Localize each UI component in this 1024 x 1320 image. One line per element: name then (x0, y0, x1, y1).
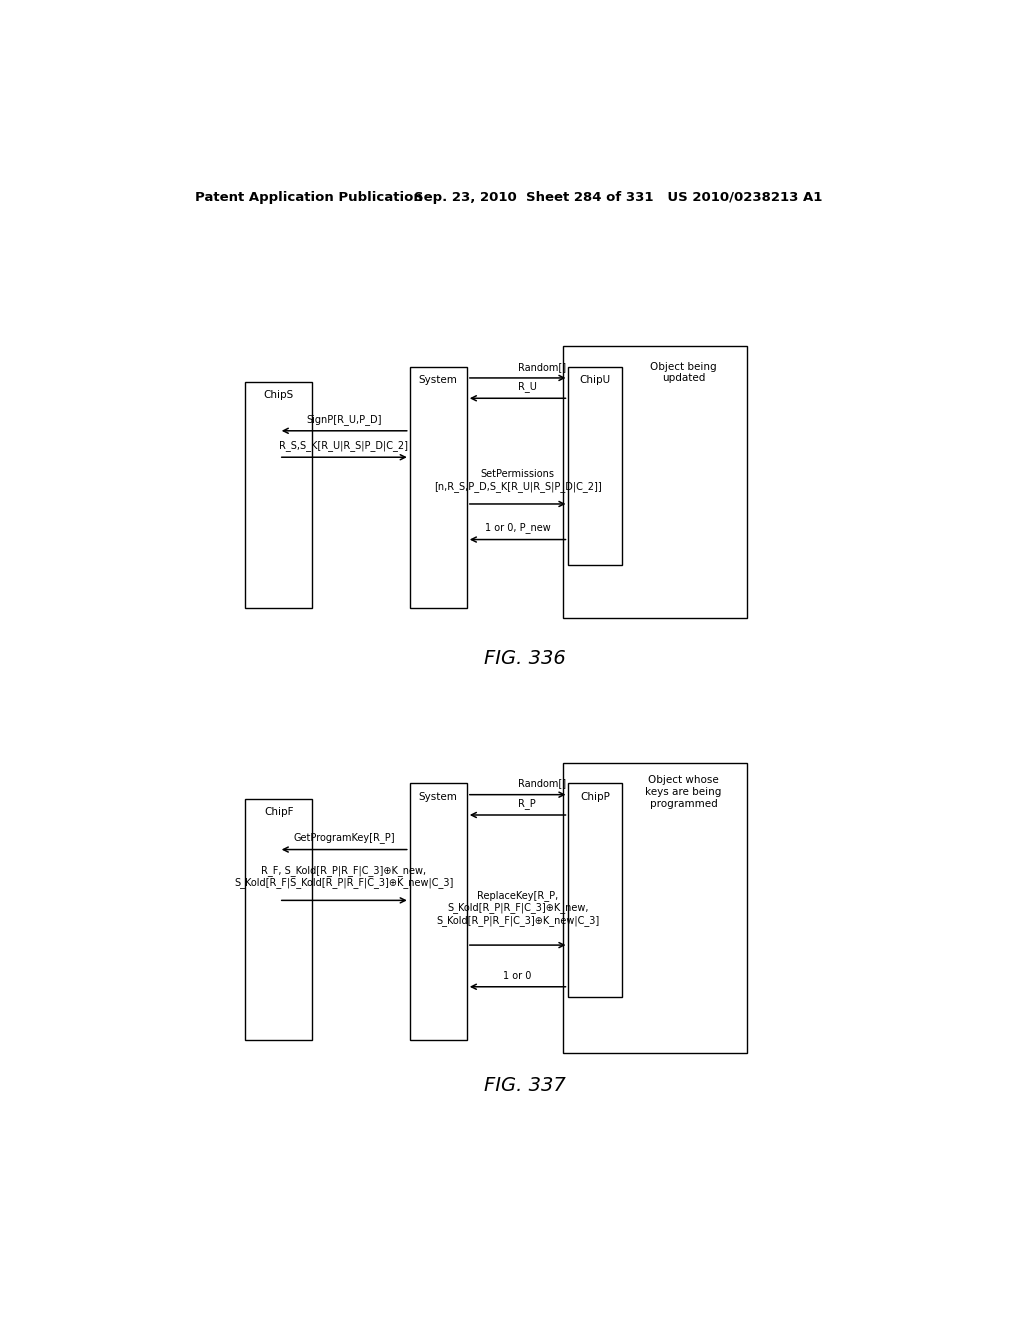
Text: ChipU: ChipU (580, 375, 611, 385)
Text: Object whose
keys are being
programmed: Object whose keys are being programmed (645, 775, 722, 809)
Text: R_P: R_P (518, 799, 536, 809)
Text: ChipF: ChipF (264, 807, 294, 817)
Text: Random[]: Random[] (518, 362, 566, 372)
Text: R_S,S_K[R_U|R_S|P_D|C_2]: R_S,S_K[R_U|R_S|P_D|C_2] (280, 440, 409, 451)
Text: R_U: R_U (518, 381, 537, 392)
Text: ReplaceKey[R_P,
S_Kold[R_P|R_F|C_3]⊕K_new,
S_Kold[R_P|R_F|C_3]⊕K_new|C_3]: ReplaceKey[R_P, S_Kold[R_P|R_F|C_3]⊕K_ne… (436, 890, 599, 925)
Text: Patent Application Publication: Patent Application Publication (196, 190, 423, 203)
Text: FIG. 336: FIG. 336 (484, 649, 565, 668)
Bar (568, 367, 623, 565)
Text: Sep. 23, 2010  Sheet 284 of 331   US 2010/0238213 A1: Sep. 23, 2010 Sheet 284 of 331 US 2010/0… (414, 190, 822, 203)
Bar (563, 763, 748, 1053)
Text: FIG. 337: FIG. 337 (484, 1076, 565, 1094)
Text: System: System (419, 375, 458, 385)
Text: ChipS: ChipS (263, 391, 294, 400)
Text: 1 or 0, P_new: 1 or 0, P_new (484, 523, 551, 533)
Text: R_F, S_Kold[R_P|R_F|C_3]⊕K_new,
S_Kold[R_F|S_Kold[R_P|R_F|C_3]⊕K_new|C_3]: R_F, S_Kold[R_P|R_F|C_3]⊕K_new, S_Kold[R… (234, 865, 454, 888)
Text: Object being
updated: Object being updated (650, 362, 717, 383)
Bar (246, 799, 312, 1040)
Bar (568, 784, 623, 997)
Text: GetProgramKey[R_P]: GetProgramKey[R_P] (293, 833, 394, 843)
Text: SignP[R_U,P_D]: SignP[R_U,P_D] (306, 413, 382, 425)
Bar (410, 784, 467, 1040)
Bar (246, 381, 312, 607)
Text: ChipP: ChipP (581, 792, 610, 801)
Text: 1 or 0: 1 or 0 (504, 970, 531, 981)
Text: System: System (419, 792, 458, 801)
Bar (563, 346, 748, 618)
Bar (410, 367, 467, 607)
Text: Random[]: Random[] (518, 779, 566, 788)
Text: SetPermissions
[n,R_S,P_D,S_K[R_U|R_S|P_D|C_2]]: SetPermissions [n,R_S,P_D,S_K[R_U|R_S|P_… (434, 470, 601, 492)
